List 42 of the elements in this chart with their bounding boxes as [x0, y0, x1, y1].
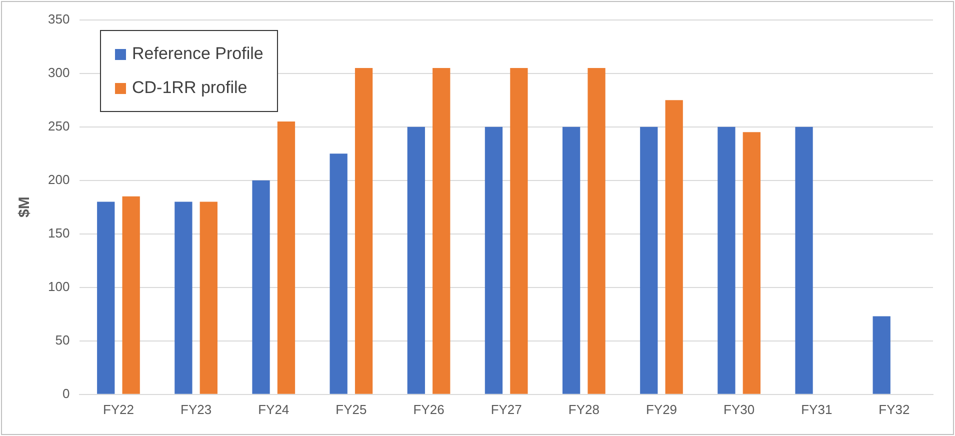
- bar: [484, 126, 503, 394]
- bar: [432, 68, 450, 394]
- y-tick-label: 50: [55, 332, 70, 348]
- bar: [200, 202, 218, 394]
- x-tick-label: FY22: [102, 402, 134, 417]
- y-tick-label: 150: [48, 225, 70, 240]
- y-tick-label: 300: [48, 64, 70, 80]
- bar: [277, 121, 296, 394]
- x-tick-label: FY24: [258, 402, 290, 417]
- x-tick-label: FY32: [878, 402, 910, 417]
- x-tick-label: FY30: [724, 402, 755, 417]
- bar: [665, 100, 683, 394]
- bar: [407, 126, 425, 394]
- bar: [252, 180, 270, 394]
- x-tick-label: FY25: [336, 402, 367, 417]
- legend-label: Reference Profile: [132, 44, 264, 64]
- bar: [742, 132, 760, 394]
- y-tick-label: 350: [48, 11, 70, 26]
- x-tick-label: FY26: [413, 402, 444, 417]
- y-tick-label: 0: [62, 386, 70, 401]
- bar: [330, 154, 348, 394]
- x-tick-label: FY23: [180, 402, 212, 417]
- x-tick-label: FY31: [801, 402, 832, 417]
- x-tick-label: FY29: [646, 402, 678, 417]
- bar: [562, 126, 580, 394]
- x-tick-label: FY28: [568, 402, 600, 417]
- bar: [354, 68, 373, 394]
- bar: [718, 126, 736, 394]
- bar: [588, 68, 606, 394]
- y-tick-label: 100: [48, 278, 70, 294]
- bar: [640, 126, 658, 394]
- bar: [174, 202, 192, 394]
- bar: [795, 126, 813, 394]
- y-axis-title: $M: [16, 196, 34, 218]
- x-tick-label: FY27: [490, 402, 522, 417]
- legend-label: CD-1RR profile: [132, 78, 248, 98]
- y-tick-label: 200: [48, 172, 70, 187]
- bar: [510, 68, 528, 394]
- y-tick-label: 250: [48, 118, 70, 134]
- bar: [97, 202, 115, 394]
- bar: [872, 316, 890, 394]
- bar: [122, 196, 140, 394]
